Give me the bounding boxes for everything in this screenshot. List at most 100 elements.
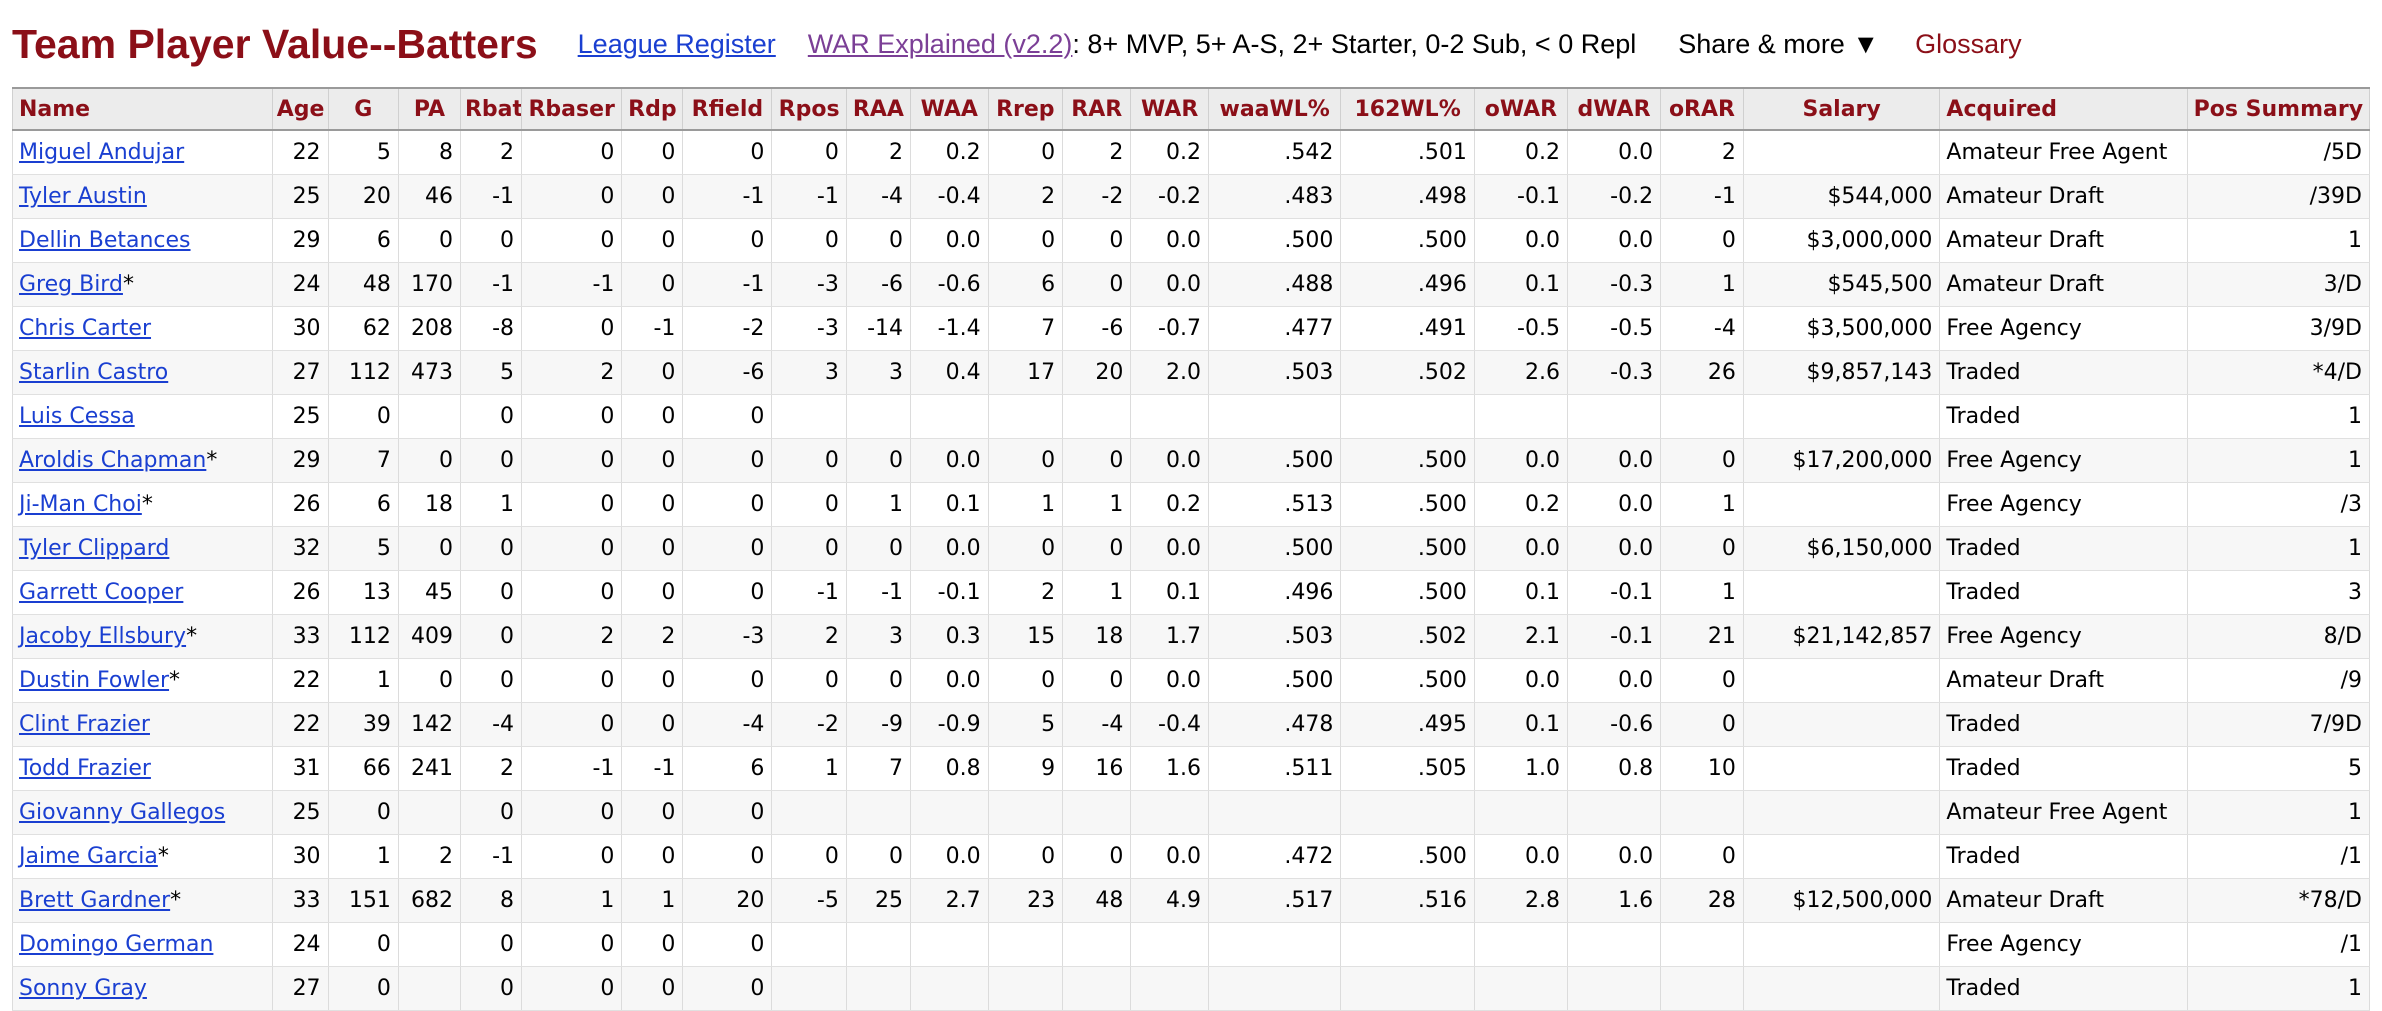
glossary-button[interactable]: Glossary	[1915, 28, 2022, 59]
cell-dwar: 0.0	[1566, 130, 1662, 175]
column-header-rbaser[interactable]: Rbaser	[521, 88, 623, 131]
cell-pos-summary: 1	[2186, 394, 2371, 439]
player-link[interactable]: Miguel Andujar	[19, 140, 185, 165]
cell-waa: 0.2	[910, 130, 989, 175]
player-link[interactable]: Sonny Gray	[19, 976, 147, 1001]
column-header-acquired[interactable]: Acquired	[1939, 88, 2188, 131]
player-name-cell: Todd Frazier	[12, 746, 273, 791]
column-header-owar[interactable]: oWAR	[1473, 88, 1568, 131]
cell-acquired: Traded	[1939, 746, 2188, 791]
column-header-rrep[interactable]: Rrep	[987, 88, 1064, 131]
column-header-rdp[interactable]: Rdp	[621, 88, 684, 131]
cell-age: 31	[271, 746, 329, 791]
cell-waa: 0.0	[910, 438, 989, 483]
cell-owar: 2.6	[1473, 350, 1568, 395]
cell-rbaser: -1	[521, 746, 623, 791]
player-link[interactable]: Aroldis Chapman	[19, 448, 207, 473]
cell-raa: 25	[845, 878, 912, 923]
player-link[interactable]: Garrett Cooper	[19, 580, 184, 605]
player-link[interactable]: Dustin Fowler	[19, 668, 170, 693]
column-header-pa[interactable]: PA	[397, 88, 461, 131]
player-link[interactable]: Jaime Garcia	[19, 844, 158, 869]
cell-waawl: .542	[1207, 130, 1342, 175]
player-link[interactable]: Greg Bird	[19, 272, 123, 297]
column-header-orar[interactable]: oRAR	[1660, 88, 1744, 131]
war-scale-note: : 8+ MVP, 5+ A-S, 2+ Starter, 0-2 Sub, <…	[1072, 28, 1637, 59]
share-menu-button[interactable]: Share & more ▼	[1678, 28, 1880, 59]
league-register-link[interactable]: League Register	[577, 28, 776, 59]
cell-waawl	[1207, 790, 1342, 835]
cell-rdp: 0	[621, 570, 684, 615]
cell-dwar: -0.1	[1566, 570, 1662, 615]
cell-rbat: 0	[459, 614, 523, 659]
cell-rbat: 2	[459, 746, 523, 791]
cell-rrep: 0	[987, 834, 1064, 879]
column-header-rpos[interactable]: Rpos	[771, 88, 847, 131]
cell-162wl	[1340, 394, 1475, 439]
column-header-rar[interactable]: RAR	[1062, 88, 1132, 131]
player-name-cell: Starlin Castro	[12, 350, 273, 395]
cell-age: 25	[271, 790, 329, 835]
player-link[interactable]: Starlin Castro	[19, 360, 169, 385]
cell-salary: $3,500,000	[1742, 306, 1941, 351]
cell-war: -0.2	[1130, 174, 1209, 219]
table-row: Brett Gardner* 33 151 682 8 1 1 20 -5 25 2.7 23 48 4.…	[12, 878, 2371, 923]
player-link[interactable]: Clint Frazier	[19, 712, 150, 737]
column-header-pos-summary[interactable]: Pos Summary	[2186, 88, 2371, 131]
column-header-g[interactable]: G	[327, 88, 399, 131]
player-link[interactable]: Ji-Man Choi	[19, 492, 142, 517]
column-header-rfield[interactable]: Rfield	[682, 88, 773, 131]
player-link[interactable]: Tyler Austin	[19, 184, 147, 209]
player-link[interactable]: Tyler Clippard	[19, 536, 170, 561]
cell-rpos: 0	[771, 482, 847, 527]
column-header-rbat[interactable]: Rbat	[459, 88, 523, 131]
war-explained-link[interactable]: WAR Explained (v2.2)	[807, 28, 1073, 59]
player-link[interactable]: Dellin Betances	[19, 228, 191, 253]
cell-salary: $17,200,000	[1742, 438, 1941, 483]
cell-rdp: -1	[621, 746, 684, 791]
player-link[interactable]: Giovanny Gallegos	[19, 800, 226, 825]
column-header-raa[interactable]: RAA	[845, 88, 912, 131]
table-header-row: Name Age G PA Rbat Rbaser Rdp Rfield Rpos RAA WAA R…	[12, 88, 2371, 131]
cell-raa: 0	[845, 834, 912, 879]
player-link[interactable]: Brett Gardner	[19, 888, 171, 913]
cell-age: 25	[271, 174, 329, 219]
column-header-war[interactable]: WAR	[1130, 88, 1209, 131]
cell-acquired: Amateur Draft	[1939, 262, 2188, 307]
table-row: Aroldis Chapman* 29 7 0 0 0 0 0 0 0 0.0 0 0 0.0.500.5…	[12, 438, 2371, 483]
cell-raa: 7	[845, 746, 912, 791]
cell-rbaser: 0	[521, 922, 623, 967]
cell-rfield: 0	[682, 570, 773, 615]
cell-g: 7	[327, 438, 399, 483]
cell-owar: 0.1	[1473, 262, 1568, 307]
column-header-dwar[interactable]: dWAR	[1566, 88, 1662, 131]
column-header-waa[interactable]: WAA	[910, 88, 989, 131]
column-header-162wl[interactable]: 162WL%	[1340, 88, 1475, 131]
cell-rbat: 0	[459, 438, 523, 483]
player-name-cell: Greg Bird*	[12, 262, 273, 307]
column-header-salary[interactable]: Salary	[1742, 88, 1941, 131]
cell-salary: $6,150,000	[1742, 526, 1941, 571]
cell-rar: -6	[1062, 306, 1132, 351]
cell-pa: 170	[397, 262, 461, 307]
column-header-waawl[interactable]: waaWL%	[1207, 88, 1342, 131]
cell-waa	[910, 394, 989, 439]
player-link[interactable]: Chris Carter	[19, 316, 152, 341]
player-link[interactable]: Jacoby Ellsbury	[19, 624, 187, 649]
cell-rbaser: 0	[521, 658, 623, 703]
column-header-age[interactable]: Age	[271, 88, 329, 131]
cell-rdp: -1	[621, 306, 684, 351]
cell-rfield: 6	[682, 746, 773, 791]
cell-rfield: 0	[682, 834, 773, 879]
player-name-cell: Dellin Betances	[12, 218, 273, 263]
player-link[interactable]: Todd Frazier	[19, 756, 151, 781]
cell-salary	[1742, 922, 1941, 967]
player-link[interactable]: Luis Cessa	[19, 404, 135, 429]
player-link[interactable]: Domingo German	[19, 932, 214, 957]
cell-162wl: .500	[1340, 526, 1475, 571]
column-header-name[interactable]: Name	[12, 88, 273, 131]
handedness-mark: *	[122, 272, 134, 297]
cell-rrep: 0	[987, 658, 1064, 703]
cell-rbaser: -1	[521, 262, 623, 307]
table-row: Greg Bird* 24 48 170 -1 -1 0 -1 -3 -6 -0.6 6 0 0.0.48…	[12, 262, 2371, 307]
